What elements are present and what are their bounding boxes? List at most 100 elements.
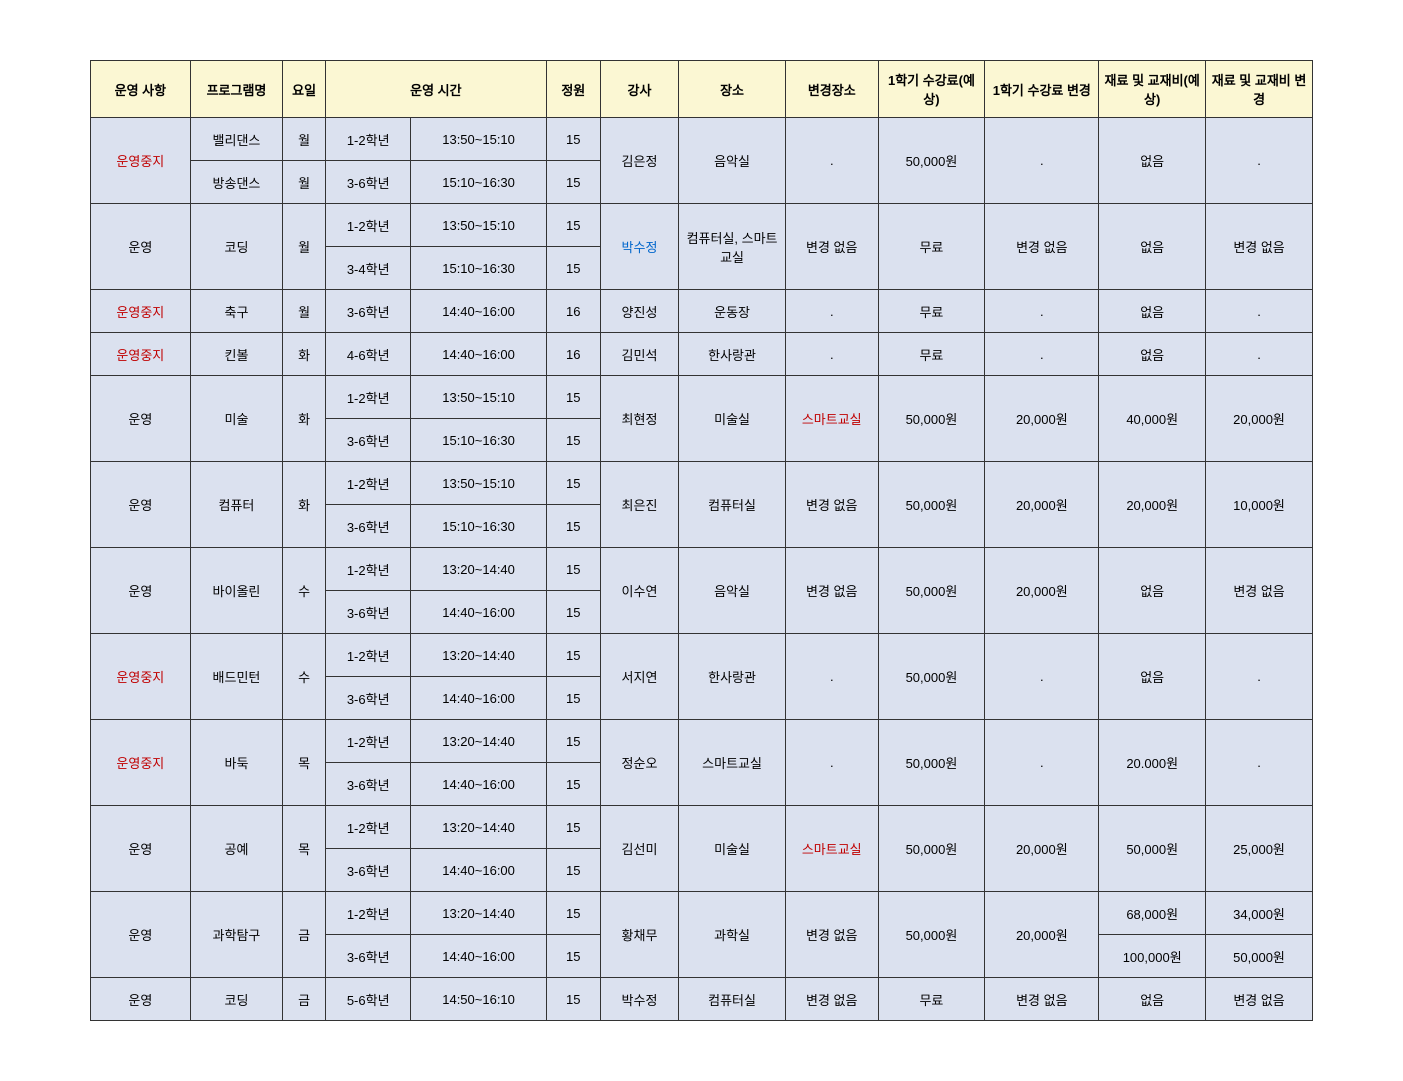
- cell-grade: 3-6학년: [325, 763, 410, 806]
- cell-status: 운영중지: [91, 720, 191, 806]
- cell-capacity: 15: [546, 462, 600, 505]
- cell-material: 100,000원: [1099, 935, 1206, 978]
- cell-time: 15:10~16:30: [411, 419, 546, 462]
- cell-capacity: 15: [546, 161, 600, 204]
- cell-capacity: 15: [546, 763, 600, 806]
- cell-material-change: .: [1206, 333, 1313, 376]
- cell-material-change: 변경 없음: [1206, 978, 1313, 1021]
- table-row: 운영미술화1-2학년13:50~15:1015최현정미술실스마트교실50,000…: [91, 376, 1313, 419]
- cell-capacity: 15: [546, 634, 600, 677]
- cell-status: 운영중지: [91, 333, 191, 376]
- table-row: 운영중지바둑목1-2학년13:20~14:4015정순오스마트교실.50,000…: [91, 720, 1313, 763]
- cell-fee-change: 20,000원: [985, 548, 1099, 634]
- header-row: 운영 사항 프로그램명 요일 운영 시간 정원 강사 장소 변경장소 1학기 수…: [91, 61, 1313, 118]
- cell-status: 운영: [91, 204, 191, 290]
- cell-capacity: 15: [546, 591, 600, 634]
- cell-time: 14:40~16:00: [411, 677, 546, 720]
- cell-capacity: 15: [546, 548, 600, 591]
- cell-material-change: 34,000원: [1206, 892, 1313, 935]
- cell-time: 13:50~15:10: [411, 462, 546, 505]
- cell-fee1: 50,000원: [878, 548, 985, 634]
- cell-capacity: 15: [546, 204, 600, 247]
- cell-place: 음악실: [679, 548, 786, 634]
- cell-grade: 3-6학년: [325, 591, 410, 634]
- cell-time: 13:20~14:40: [411, 720, 546, 763]
- col-day: 요일: [283, 61, 326, 118]
- cell-capacity: 15: [546, 419, 600, 462]
- cell-time: 14:50~16:10: [411, 978, 546, 1021]
- cell-fee1: 50,000원: [878, 720, 985, 806]
- cell-fee1: 50,000원: [878, 806, 985, 892]
- cell-grade: 1-2학년: [325, 462, 410, 505]
- col-capacity: 정원: [546, 61, 600, 118]
- cell-material: 없음: [1099, 333, 1206, 376]
- cell-material: 없음: [1099, 290, 1206, 333]
- cell-material: 68,000원: [1099, 892, 1206, 935]
- cell-day: 월: [283, 118, 326, 161]
- cell-grade: 1-2학년: [325, 118, 410, 161]
- cell-fee-change: 변경 없음: [985, 204, 1099, 290]
- cell-day: 수: [283, 634, 326, 720]
- cell-material: 없음: [1099, 978, 1206, 1021]
- cell-status: 운영중지: [91, 118, 191, 204]
- table-row: 운영바이올린수1-2학년13:20~14:4015이수연음악실변경 없음50,0…: [91, 548, 1313, 591]
- cell-fee1: 50,000원: [878, 118, 985, 204]
- cell-day: 목: [283, 720, 326, 806]
- cell-material: 없음: [1099, 634, 1206, 720]
- schedule-table: 운영 사항 프로그램명 요일 운영 시간 정원 강사 장소 변경장소 1학기 수…: [90, 60, 1313, 1021]
- cell-grade: 3-6학년: [325, 161, 410, 204]
- cell-grade: 1-2학년: [325, 204, 410, 247]
- cell-grade: 1-2학년: [325, 634, 410, 677]
- cell-time: 14:40~16:00: [411, 935, 546, 978]
- cell-teacher: 양진성: [600, 290, 678, 333]
- cell-program: 밸리댄스: [190, 118, 283, 161]
- cell-change-place: 스마트교실: [785, 376, 878, 462]
- cell-status: 운영: [91, 978, 191, 1021]
- cell-day: 월: [283, 161, 326, 204]
- cell-capacity: 15: [546, 247, 600, 290]
- cell-material-change: 변경 없음: [1206, 204, 1313, 290]
- cell-fee-change: 변경 없음: [985, 978, 1099, 1021]
- cell-time: 14:40~16:00: [411, 849, 546, 892]
- cell-status: 운영: [91, 806, 191, 892]
- cell-grade: 1-2학년: [325, 376, 410, 419]
- cell-place: 한사랑관: [679, 333, 786, 376]
- cell-grade: 3-6학년: [325, 677, 410, 720]
- cell-fee1: 무료: [878, 204, 985, 290]
- cell-grade: 1-2학년: [325, 720, 410, 763]
- cell-material: 없음: [1099, 118, 1206, 204]
- cell-change-place: .: [785, 333, 878, 376]
- cell-program: 킨볼: [190, 333, 283, 376]
- col-time: 운영 시간: [325, 61, 546, 118]
- cell-fee1: 50,000원: [878, 376, 985, 462]
- cell-time: 13:20~14:40: [411, 806, 546, 849]
- cell-grade: 5-6학년: [325, 978, 410, 1021]
- cell-fee-change: .: [985, 634, 1099, 720]
- cell-teacher: 김은정: [600, 118, 678, 204]
- table-row: 운영과학탐구금1-2학년13:20~14:4015황채무과학실변경 없음50,0…: [91, 892, 1313, 935]
- cell-time: 15:10~16:30: [411, 505, 546, 548]
- cell-time: 13:50~15:10: [411, 376, 546, 419]
- cell-day: 화: [283, 462, 326, 548]
- cell-time: 15:10~16:30: [411, 247, 546, 290]
- col-fee1: 1학기 수강료(예상): [878, 61, 985, 118]
- cell-program: 바이올린: [190, 548, 283, 634]
- cell-fee-change: .: [985, 333, 1099, 376]
- cell-time: 13:20~14:40: [411, 892, 546, 935]
- cell-time: 14:40~16:00: [411, 333, 546, 376]
- cell-fee1: 무료: [878, 290, 985, 333]
- cell-material-change: .: [1206, 720, 1313, 806]
- cell-material: 20.000원: [1099, 720, 1206, 806]
- cell-time: 13:50~15:10: [411, 118, 546, 161]
- cell-status: 운영: [91, 462, 191, 548]
- cell-capacity: 15: [546, 376, 600, 419]
- cell-material: 없음: [1099, 548, 1206, 634]
- cell-time: 15:10~16:30: [411, 161, 546, 204]
- cell-change-place: .: [785, 634, 878, 720]
- cell-grade: 3-6학년: [325, 935, 410, 978]
- cell-material: 40,000원: [1099, 376, 1206, 462]
- cell-place: 과학실: [679, 892, 786, 978]
- cell-program: 코딩: [190, 978, 283, 1021]
- cell-program: 미술: [190, 376, 283, 462]
- cell-capacity: 15: [546, 935, 600, 978]
